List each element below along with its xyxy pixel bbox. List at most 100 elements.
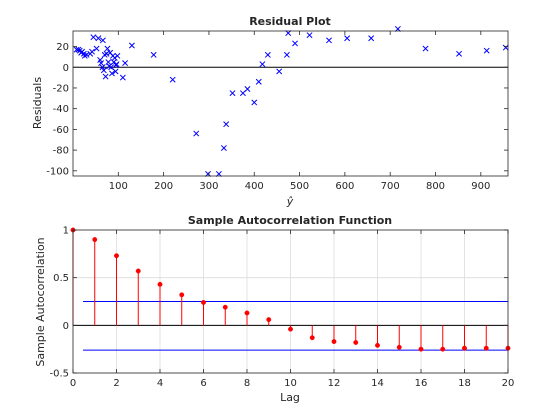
residual-point [112, 68, 119, 75]
y-tick-label: 1 [63, 226, 69, 237]
x-tick-label: 800 [426, 181, 445, 192]
residual-point [100, 67, 107, 74]
x-tick-label: 500 [290, 181, 309, 192]
residual-point [99, 37, 106, 44]
residual-point [264, 51, 271, 58]
residual-point [220, 145, 227, 151]
x-tick-label: 18 [458, 378, 471, 389]
residual-point [326, 37, 332, 44]
x-tick-label: 4 [157, 378, 163, 389]
acf-plot-y-label: Sample Autocorrelation [34, 237, 47, 366]
acf-stem-marker [244, 310, 250, 316]
residual-point [276, 68, 283, 75]
x-tick-label: 20 [502, 378, 515, 389]
residual-point [83, 51, 90, 58]
x-tick-label: 200 [154, 181, 173, 192]
x-tick-label: 16 [415, 378, 428, 389]
residual-point [104, 45, 111, 52]
acf-stem-marker [309, 335, 315, 341]
residual-point [255, 78, 262, 85]
x-tick-label: 900 [471, 181, 490, 192]
acf-stem-marker [396, 344, 402, 350]
y-tick-label: -100 [46, 166, 69, 177]
residual-point [306, 32, 313, 39]
x-tick-label: 100 [109, 181, 128, 192]
residual-point [169, 76, 176, 83]
residual-point [483, 47, 490, 54]
residual-point [239, 90, 246, 97]
residual-plot-frame [72, 30, 509, 177]
acf-stem-marker [462, 345, 467, 351]
residual-point [102, 73, 109, 80]
residual-point [103, 50, 110, 57]
y-tick-label: -40 [53, 104, 69, 115]
x-tick-label: 8 [244, 378, 250, 389]
residual-plot-y-label: Residuals [31, 77, 44, 129]
y-tick-label: 0 [63, 63, 69, 74]
residual-plot-marks: 100 200 300 400 500 600 700 800 900-100-80-60-40… [46, 25, 509, 192]
acf-stem-marker [418, 346, 424, 352]
residual-point [93, 45, 100, 52]
residual-point [95, 35, 102, 42]
residual-point [98, 60, 105, 67]
acf-stem-marker [135, 268, 141, 274]
x-tick-label: 12 [328, 378, 341, 389]
residual-point [502, 44, 509, 51]
residual-point [99, 64, 106, 71]
acf-stem-marker [201, 300, 206, 305]
x-tick-label: 400 [245, 181, 264, 192]
residual-point [251, 99, 258, 106]
y-tick-label: 0 [63, 321, 69, 332]
residual-plot-x-label: ŷ [286, 195, 294, 208]
acf-plot-x-label: Lag [280, 391, 300, 404]
residual-point [344, 35, 351, 42]
y-tick-label: -0.5 [49, 369, 69, 380]
acf-stem-marker [266, 317, 272, 323]
residual-plot-title: Residual Plot [249, 15, 331, 28]
residual-point [368, 35, 375, 42]
x-tick-label: 600 [335, 181, 354, 192]
y-tick-label: 20 [56, 42, 69, 53]
residual-point [108, 64, 115, 71]
residual-point [150, 51, 157, 58]
residual-point [223, 121, 230, 128]
y-tick-label: -60 [53, 125, 69, 136]
residual-point [73, 46, 80, 53]
y-tick-label: -80 [53, 146, 69, 157]
residual-plot-area [73, 31, 508, 176]
residual-point [114, 52, 121, 59]
residual-point [456, 50, 463, 57]
acf-stem-marker [179, 292, 185, 298]
acf-plot: Sample Autocorrelation Function 0 2 4 6 8 10 1… [34, 214, 514, 404]
x-tick-label: 700 [381, 181, 400, 192]
acf-stem-marker [288, 326, 293, 332]
residual-point [89, 48, 95, 55]
residual-point [128, 42, 135, 49]
residual-point [292, 40, 298, 47]
residual-point [193, 130, 200, 137]
acf-stem-marker [331, 339, 337, 344]
acf-stem-marker [157, 281, 163, 287]
acf-stem-marker [222, 304, 228, 310]
acf-stem-marker [353, 340, 359, 345]
x-tick-label: 300 [199, 181, 218, 192]
x-tick-label: 6 [200, 378, 206, 389]
acf-stem-marker [483, 345, 489, 351]
x-tick-label: 14 [371, 378, 384, 389]
residual-point [283, 51, 290, 58]
residual-plot: Residual Plot 100 200 300 400 500 600 700 800 90… [31, 15, 509, 208]
x-tick-label: 10 [284, 378, 297, 389]
acf-stem-marker [92, 237, 98, 242]
residual-point [422, 45, 429, 52]
residual-point [244, 86, 251, 92]
y-tick-label: -20 [53, 83, 69, 94]
acf-plot-title: Sample Autocorrelation Function [188, 214, 392, 227]
residual-point [259, 61, 266, 68]
acf-stem-marker [440, 346, 446, 352]
residual-point [122, 60, 129, 67]
acf-stem-marker [114, 253, 119, 259]
residual-point [109, 70, 115, 77]
x-tick-label: 0 [70, 378, 76, 389]
residual-point [90, 34, 97, 41]
